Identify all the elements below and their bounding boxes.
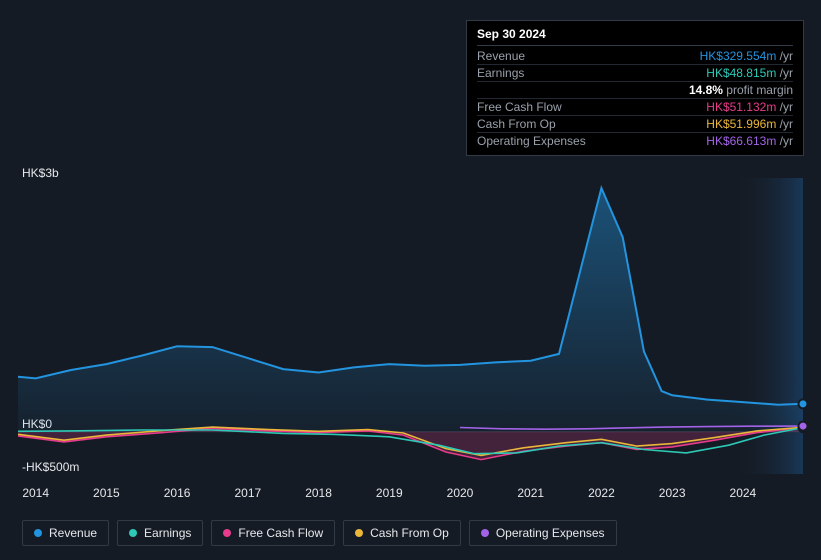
legend-item-revenue[interactable]: Revenue xyxy=(22,520,109,546)
legend-label: Revenue xyxy=(49,526,97,540)
x-tick-label: 2024 xyxy=(730,486,757,500)
x-tick-label: 2021 xyxy=(517,486,544,500)
tooltip-row-value: HK$48.815m /yr xyxy=(706,66,793,80)
plot-svg xyxy=(18,178,803,474)
financials-chart: HK$3b HK$0 -HK$500m 20142015201620172018… xyxy=(0,0,821,560)
x-tick-label: 2020 xyxy=(447,486,474,500)
x-tick-label: 2019 xyxy=(376,486,403,500)
tooltip-row: Free Cash Flow HK$51.132m /yr xyxy=(477,99,793,116)
tooltip: Sep 30 2024 Revenue HK$329.554m /yr Earnin… xyxy=(466,20,804,156)
tooltip-row-label: Operating Expenses xyxy=(477,134,586,148)
x-tick-label: 2016 xyxy=(164,486,191,500)
legend-item-fcf[interactable]: Free Cash Flow xyxy=(211,520,335,546)
x-tick-label: 2018 xyxy=(305,486,332,500)
legend-label: Earnings xyxy=(144,526,191,540)
legend-dot xyxy=(34,529,42,537)
tooltip-row-label: Free Cash Flow xyxy=(477,100,562,114)
tooltip-row-value: 14.8% profit margin xyxy=(689,83,793,97)
tooltip-row-label: Cash From Op xyxy=(477,117,556,131)
tooltip-row: Revenue HK$329.554m /yr xyxy=(477,48,793,65)
legend-dot xyxy=(223,529,231,537)
endpoint-revenue xyxy=(799,399,808,408)
tooltip-row-value: HK$66.613m /yr xyxy=(706,134,793,148)
legend-item-opex[interactable]: Operating Expenses xyxy=(469,520,617,546)
legend-label: Free Cash Flow xyxy=(238,526,323,540)
x-tick-label: 2014 xyxy=(22,486,49,500)
endpoint-opex xyxy=(799,422,808,431)
tooltip-row-label: Earnings xyxy=(477,66,524,80)
legend-dot xyxy=(481,529,489,537)
legend: Revenue Earnings Free Cash Flow Cash From O… xyxy=(22,520,617,546)
legend-item-cfo[interactable]: Cash From Op xyxy=(343,520,461,546)
tooltip-row-label: Revenue xyxy=(477,49,525,63)
tooltip-row: Cash From Op HK$51.996m /yr xyxy=(477,116,793,133)
tooltip-row-value: HK$51.132m /yr xyxy=(706,100,793,114)
tooltip-row: Operating Expenses HK$66.613m /yr xyxy=(477,133,793,149)
tooltip-row: 14.8% profit margin xyxy=(477,82,793,99)
tooltip-row-value: HK$329.554m /yr xyxy=(700,49,793,63)
x-tick-label: 2022 xyxy=(588,486,615,500)
legend-item-earnings[interactable]: Earnings xyxy=(117,520,203,546)
legend-label: Operating Expenses xyxy=(496,526,605,540)
legend-label: Cash From Op xyxy=(370,526,449,540)
x-tick-label: 2017 xyxy=(234,486,261,500)
tooltip-row: Earnings HK$48.815m /yr xyxy=(477,65,793,82)
legend-dot xyxy=(355,529,363,537)
plot-area[interactable] xyxy=(18,178,803,474)
legend-dot xyxy=(129,529,137,537)
x-tick-label: 2015 xyxy=(93,486,120,500)
tooltip-row-value: HK$51.996m /yr xyxy=(706,117,793,131)
tooltip-date: Sep 30 2024 xyxy=(477,27,793,46)
x-tick-label: 2023 xyxy=(659,486,686,500)
